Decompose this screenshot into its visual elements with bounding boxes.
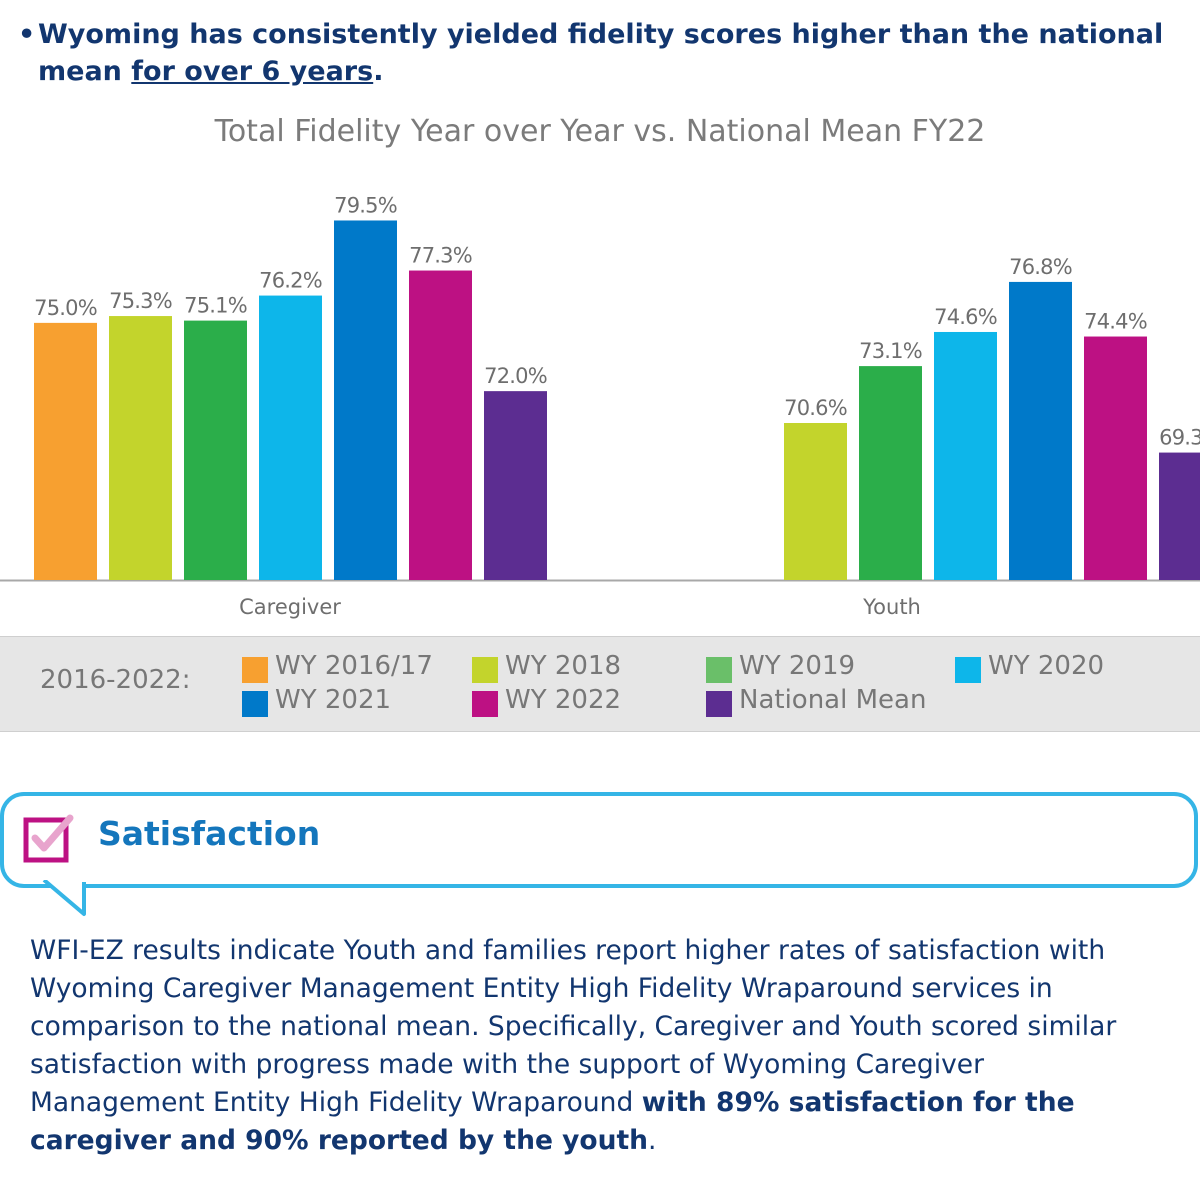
bar-caregiver-wy-2021: [334, 220, 397, 580]
legend-label: WY 2022: [505, 685, 622, 715]
bar-youth-wy-2022: [1084, 336, 1147, 580]
data-label: 74.4%: [1084, 310, 1147, 334]
headline-line2-start: mean: [38, 56, 132, 87]
legend-swatch: [955, 657, 981, 683]
data-label: 76.8%: [1009, 255, 1072, 279]
legend-swatch: [472, 691, 498, 717]
bar-youth-wy-2020: [934, 331, 997, 580]
paragraph-text: WFI-EZ results indicate Youth and famili…: [30, 935, 1117, 1118]
checkbox-icon: [23, 814, 74, 863]
satisfaction-callout: Satisfaction: [0, 792, 1198, 888]
legend-label: WY 2019: [739, 651, 856, 681]
data-label: 72.0%: [484, 364, 547, 388]
legend-label: WY 2016/17: [275, 651, 433, 681]
legend-prefix: 2016-2022:: [40, 665, 191, 695]
bar-youth-wy-2021: [1009, 281, 1072, 580]
bar-caregiver-wy-2019: [184, 320, 247, 580]
category-label-caregiver: Caregiver: [239, 595, 341, 619]
data-label: 76.2%: [259, 269, 322, 293]
bar-caregiver-wy-2018: [109, 316, 172, 580]
fidelity-bar-chart: 75.0% 75.3% 75.1% 76.2% 79.5% 77.3% 72.0% Careg…: [0, 193, 1200, 619]
data-label: 69.3%: [1159, 426, 1200, 450]
callout-tail: [42, 880, 86, 916]
bar-caregiver-wy-2020: [259, 295, 322, 580]
data-label: 74.6%: [934, 305, 997, 329]
legend-swatch: [706, 657, 732, 683]
headline-text: Wyoming has consistently yielded fidelit…: [18, 16, 1168, 90]
data-label: 70.6%: [784, 396, 847, 420]
legend-swatch: [472, 657, 498, 683]
headline-line1: Wyoming has consistently yielded fidelit…: [38, 19, 1164, 50]
legend-label: National Mean: [739, 685, 927, 715]
bar-youth-wy-2019: [859, 366, 922, 580]
data-label: 73.1%: [859, 339, 922, 363]
bar-caregiver-wy-2016-17: [34, 322, 97, 580]
bar-youth-wy-2018: [784, 422, 847, 580]
legend-swatch: [706, 691, 732, 717]
bar-youth-national-mean: [1159, 452, 1200, 580]
data-label: 75.3%: [109, 289, 172, 313]
satisfaction-paragraph: WFI-EZ results indicate Youth and famili…: [30, 932, 1160, 1160]
paragraph-emphasis: with 89% satisfaction for the caregiver …: [30, 1087, 1075, 1156]
bar-caregiver-wy-2022: [409, 270, 472, 580]
legend-label: WY 2020: [988, 651, 1105, 681]
satisfaction-title: Satisfaction: [98, 814, 321, 853]
paragraph-end: .: [648, 1125, 657, 1156]
chart-title: Total Fidelity Year over Year vs. Nation…: [214, 114, 986, 149]
legend-label: WY 2021: [275, 685, 392, 715]
legend-swatch: [242, 657, 268, 683]
headline-bullet: • Wyoming has consistently yielded fidel…: [18, 16, 1168, 90]
category-label-youth: Youth: [862, 595, 921, 619]
data-label: 75.0%: [34, 296, 97, 320]
legend-label: WY 2018: [505, 651, 622, 681]
headline-underlined: for over 6 years: [131, 56, 374, 87]
data-label: 75.1%: [184, 294, 247, 318]
bar-caregiver-national-mean: [484, 391, 547, 580]
legend-swatch: [242, 691, 268, 717]
headline-line2-end: .: [373, 56, 384, 87]
data-label: 79.5%: [334, 193, 397, 217]
bullet-dot: •: [18, 19, 36, 50]
chart-legend: 2016-2022: WY 2016/17 WY 2018 WY 2019 WY…: [0, 636, 1200, 732]
data-label: 77.3%: [409, 244, 472, 268]
